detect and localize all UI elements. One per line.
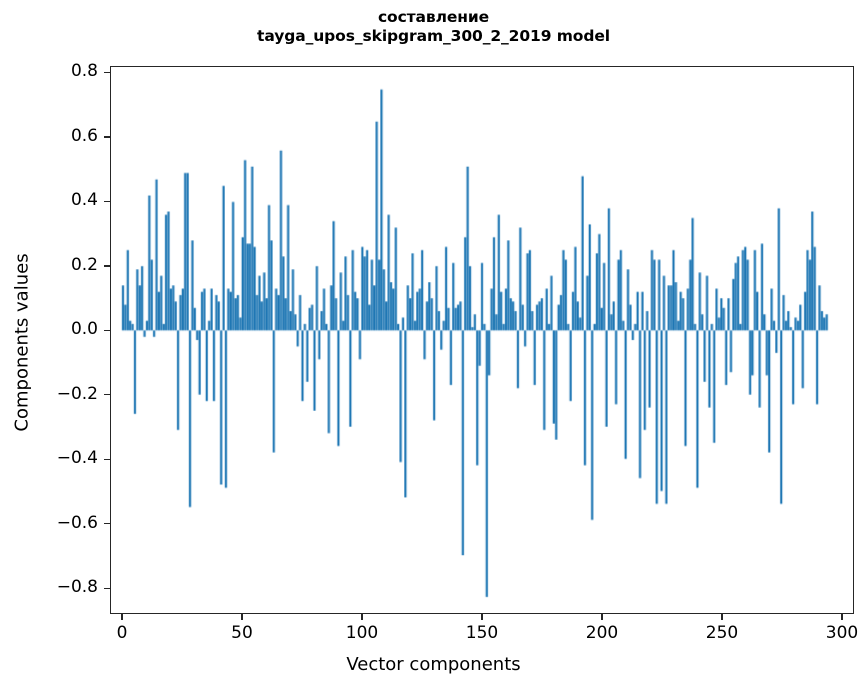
y-tick-mark	[104, 265, 110, 267]
x-tick-mark	[721, 614, 723, 620]
x-tick-label: 300	[825, 623, 859, 643]
x-tick-label: 150	[465, 623, 499, 643]
x-tick-label: 250	[705, 623, 739, 643]
y-tick-mark	[104, 458, 110, 460]
y-tick-label: 0.2	[70, 254, 98, 275]
y-tick-label: 0.6	[70, 125, 98, 146]
y-tick-mark	[104, 71, 110, 74]
y-tick-mark	[104, 394, 110, 396]
y-tick-label: 0.0	[70, 319, 98, 340]
y-tick-mark	[104, 200, 110, 203]
x-tick-label: 0	[116, 623, 128, 643]
chart-title-line-1: составление	[377, 8, 490, 26]
y-tick-mark	[104, 136, 110, 138]
y-tick-mark	[104, 587, 110, 589]
x-tick-label: 200	[585, 623, 619, 643]
y-tick-label: 0.8	[70, 61, 98, 82]
chart-title: составление tayga_upos_skipgram_300_2_20…	[0, 8, 867, 47]
chart-title-line-2: tayga_upos_skipgram_300_2_2019 model	[257, 27, 610, 46]
x-tick-mark	[361, 614, 363, 620]
x-tick-mark	[121, 614, 123, 620]
y-tick-label: −0.6	[56, 512, 98, 533]
plot-area	[110, 66, 854, 614]
x-tick-mark	[241, 614, 243, 620]
x-tick-mark	[601, 614, 603, 620]
x-tick-label: 100	[345, 623, 379, 643]
bar-series-canvas	[111, 67, 853, 613]
y-tick-label: −0.2	[56, 383, 98, 404]
y-axis-label: Components values	[11, 253, 33, 432]
x-axis-label: Vector components	[346, 654, 521, 675]
y-tick-label: 0.4	[70, 190, 98, 211]
y-tick-mark	[104, 329, 110, 332]
y-tick-mark	[104, 523, 110, 525]
y-tick-label: −0.8	[56, 577, 98, 598]
x-tick-mark	[481, 614, 483, 620]
x-tick-mark	[841, 614, 843, 620]
y-tick-label: −0.4	[56, 448, 98, 469]
x-tick-label: 50	[231, 623, 253, 643]
